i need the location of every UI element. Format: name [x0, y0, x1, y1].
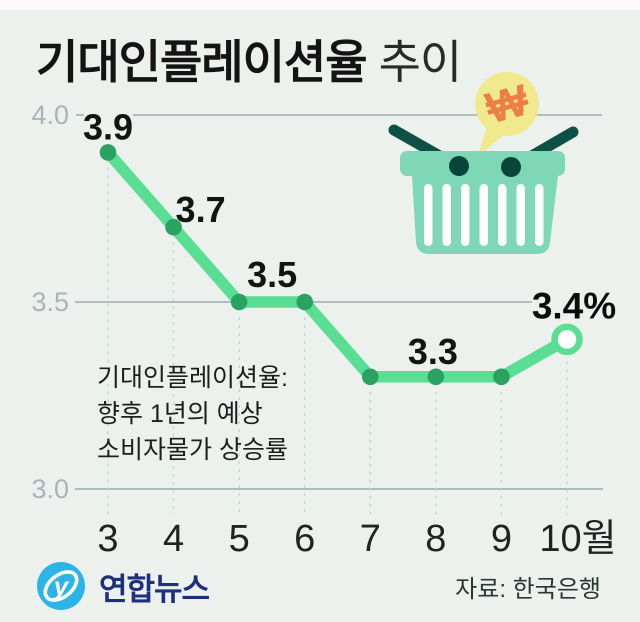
- data-point: [99, 144, 117, 161]
- title-suffix: 추이: [378, 36, 463, 88]
- trend-line: [102, 146, 573, 383]
- x-axis-label: 9: [491, 518, 512, 560]
- top-border-strip: [0, 0, 640, 10]
- page-title: 기대인플레이션율 추이: [36, 26, 463, 92]
- x-axis-label: 8: [425, 518, 446, 560]
- data-point: [493, 368, 510, 386]
- annotation-line-2: 향후 1년의 예상: [97, 400, 263, 428]
- x-axis-label: 6: [294, 518, 315, 560]
- annotation-line-3: 소비자물가 상승률: [97, 436, 288, 464]
- x-axis-label: 3: [97, 518, 118, 560]
- yonhap-logo-text: 연합뉴스: [99, 571, 210, 607]
- basket-rim: [400, 151, 565, 176]
- y-axis-tick-label: 3.5: [31, 287, 69, 317]
- basket-pivot-right: [501, 157, 521, 177]
- basket-pivot-left: [449, 156, 469, 176]
- basket-slats: [424, 184, 544, 246]
- source-credit: 자료: 한국은행: [455, 576, 601, 603]
- data-point: [230, 293, 248, 311]
- x-axis-label: 7: [360, 518, 381, 560]
- shopping-basket-icon: ₩: [388, 72, 579, 254]
- svg-text:y: y: [52, 571, 70, 601]
- data-point: [427, 368, 445, 386]
- point-label: 3.4%: [532, 285, 616, 326]
- point-label: 3.3: [408, 331, 458, 372]
- x-axis-label: 10월: [539, 518, 616, 560]
- chart-annotation: 기대인플레이션율: 향후 1년의 예상 소비자물가 상승률: [97, 360, 288, 468]
- y-axis-tick-label: 3.0: [31, 474, 69, 504]
- chart-grid-layer: 4.0 3.5 3.0: [31, 100, 603, 515]
- yonhap-logo: y 연합뉴스: [34, 560, 210, 612]
- chart-series-layer: 3.9 3.7 3.5 3.3 3.4% 3 4 5 6 7 8 9 10월: [83, 106, 617, 560]
- y-axis-tick-label: 4.0: [31, 100, 69, 130]
- speech-bubble-tail: [477, 120, 510, 157]
- point-label: 3.5: [247, 254, 297, 295]
- data-point: [296, 293, 314, 311]
- annotation-line-1: 기대인플레이션율:: [97, 364, 288, 392]
- x-axis-label: 5: [229, 518, 250, 560]
- data-point-open: [551, 323, 583, 356]
- point-label: 3.7: [176, 189, 226, 230]
- x-axis-label: 4: [163, 518, 184, 560]
- yonhap-logo-icon: y: [37, 562, 85, 610]
- data-point: [361, 368, 379, 386]
- speech-bubble-shape: [475, 72, 539, 136]
- title-main: 기대인플레이션율: [36, 36, 368, 88]
- won-speech-bubble-icon: ₩: [475, 72, 539, 157]
- data-point: [165, 218, 182, 236]
- point-label: 3.9: [83, 106, 133, 147]
